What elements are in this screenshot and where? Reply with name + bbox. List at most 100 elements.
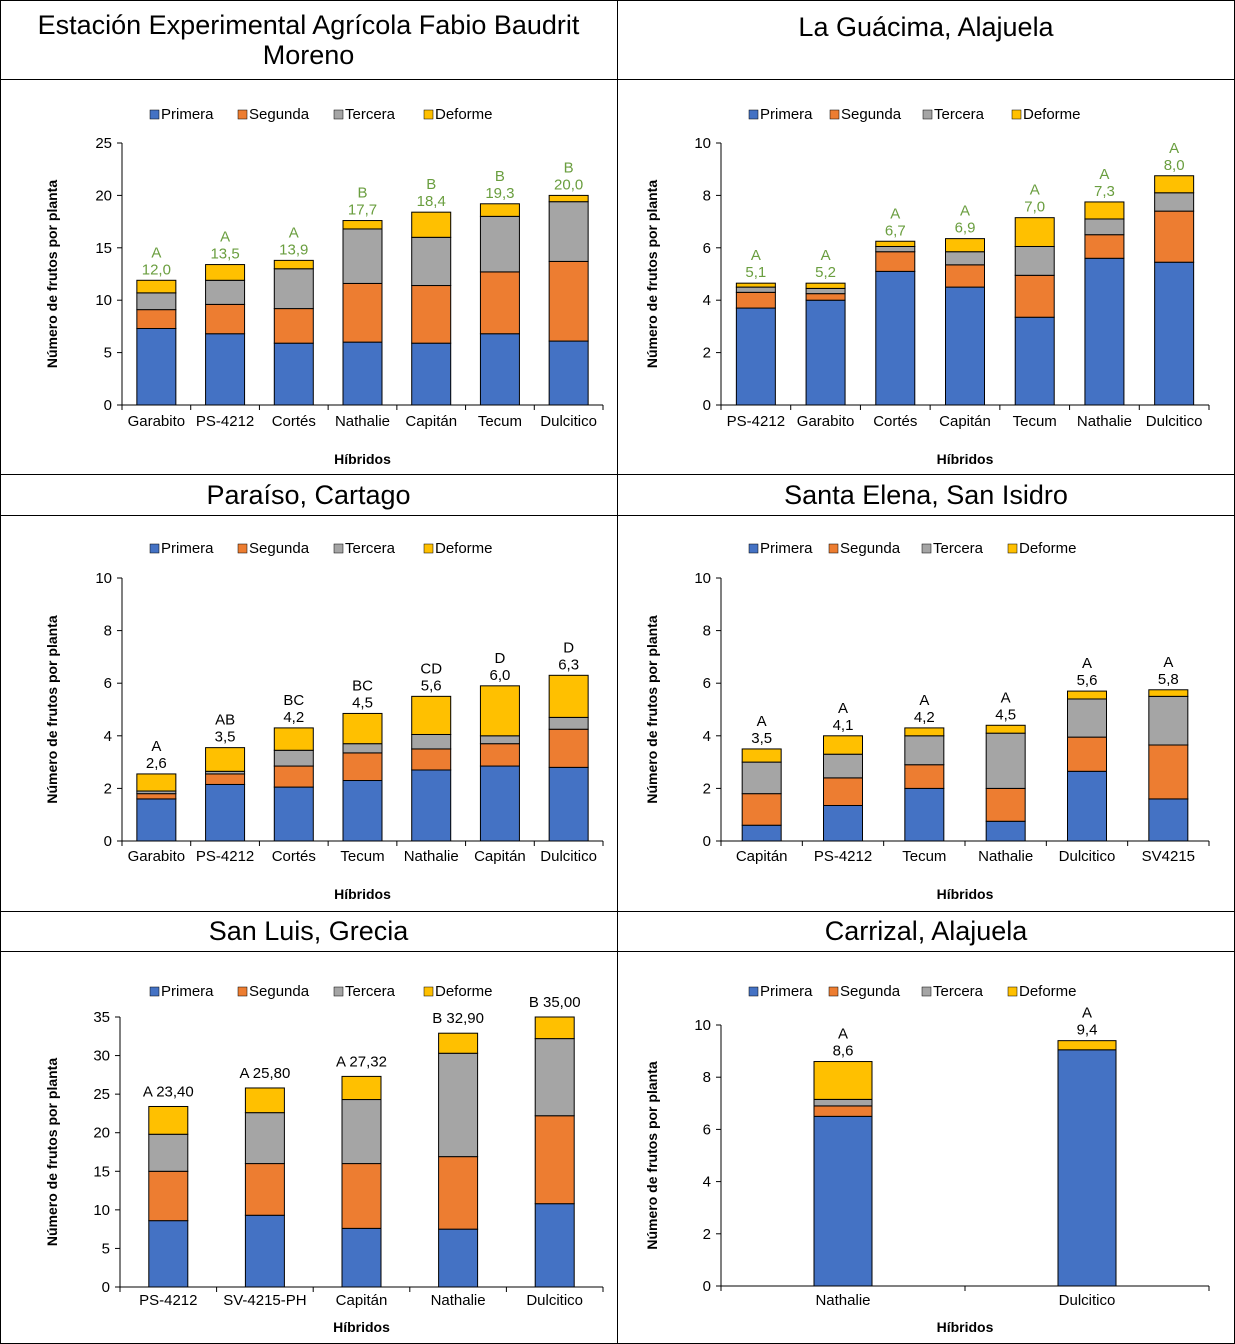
legend-swatch-segunda [237,986,248,997]
panel-title: Paraíso, Cartago [206,479,411,510]
bar-segment-segunda [1154,210,1195,263]
legend-swatch-primera [748,109,759,120]
y-tick-label: 2 [104,780,112,797]
y-axis-label: Número de frutos por planta [44,180,60,368]
bar-segment-primera [548,340,589,406]
bar-segment-tercera [342,228,383,284]
bar-segment-primera [273,786,314,842]
legend-label-segunda: Segunda [840,983,901,1000]
data-label: BC [283,692,304,709]
data-label: A [838,700,848,717]
bar-segment-segunda [823,777,863,806]
bar-segment-tercera [985,732,1026,789]
legend-item-primera: Primera [748,540,813,557]
bar-segment-deforme [985,724,1026,734]
bar-segment-deforme [1084,201,1125,220]
bar-segment-primera [479,333,520,406]
legend-item-tercera: Tercera [922,106,985,123]
bar-segment-tercera [273,749,314,767]
x-tick-label: Tecum [902,848,946,865]
data-label: A [821,247,831,264]
bar-segment-primera [342,341,383,406]
legend-label-primera: Primera [760,540,813,557]
y-tick-label: 30 [93,1048,110,1065]
panel-title: San Luis, Grecia [208,916,409,946]
data-label: A [1082,655,1092,672]
x-tick-label: PS-4212 [814,848,872,865]
legend-swatch-deforme [423,986,434,997]
bar-segment-segunda [548,728,589,768]
bar-segment-segunda [244,1163,285,1216]
bar-segment-tercera [438,1052,479,1158]
legend-swatch-tercera [333,986,344,997]
x-tick-label: Nathalie [335,413,390,430]
bar-segment-segunda [875,251,916,272]
y-tick-label: 10 [694,1017,711,1034]
y-tick-label: 0 [102,1279,110,1296]
y-tick-label: 25 [93,1086,110,1103]
bar-segment-primera [548,766,589,842]
legend-swatch-primera [149,109,160,120]
y-tick-label: 6 [104,675,112,692]
legend-swatch-deforme [1007,543,1018,554]
x-tick-label: Nathalie [978,848,1033,865]
bar-segment-primera [904,787,945,842]
data-label: 8,6 [833,1043,854,1060]
bar-segment-primera [411,342,452,406]
bar-segment-primera [875,270,916,406]
legend-item-deforme: Deforme [423,106,493,123]
bar-segment-segunda [479,743,520,767]
bar-segment-primera [735,307,776,406]
bar-segment-primera [813,1115,873,1287]
bar-segment-segunda [205,303,246,335]
y-tick-label: 0 [703,833,711,850]
legend-swatch-segunda [829,109,840,120]
bar-segment-tercera [479,215,520,273]
legend-swatch-segunda [237,109,248,120]
legend-label-segunda: Segunda [249,540,310,557]
bar-segment-segunda [479,271,520,335]
legend-swatch-deforme [423,109,434,120]
legend-swatch-primera [149,986,160,997]
bar-segment-deforme [904,727,945,737]
legend-item-segunda: Segunda [237,106,310,123]
bar-segment-primera [148,1220,189,1288]
bar-segment-tercera [1084,218,1125,236]
bar-segment-primera [136,327,177,406]
y-axis-label: Número de frutos por planta [44,615,60,803]
bar-segment-deforme [945,238,985,253]
legend-item-segunda: Segunda [828,540,901,557]
x-tick-label: SV-4215-PH [223,1292,306,1309]
x-tick-label: PS-4212 [196,848,254,865]
x-tick-label: Garabito [128,848,186,865]
x-tick-label: Tecum [478,413,522,430]
data-label: 18,4 [417,193,446,210]
data-label: A [289,224,299,241]
bar-segment-tercera [244,1112,285,1165]
bar-segment-tercera [534,1038,575,1117]
legend-swatch-primera [149,543,160,554]
bar-segment-tercera [342,743,383,754]
chart-carrizal: Primera Segunda Tercera Deforme 0 2 4 6 8 10 Númer… [617,951,1235,1344]
x-tick-label: Capitán [405,413,457,430]
data-label: A [751,247,761,264]
y-tick-label: 15 [93,1163,110,1180]
bar-segment-segunda [904,764,945,789]
bar-segment-deforme [534,1016,575,1040]
x-tick-label: Cortés [272,413,316,430]
legend-item-primera: Primera [149,983,214,1000]
bar-segment-tercera [1148,695,1189,746]
bar-segment-primera [205,783,246,842]
legend-swatch-deforme [423,543,434,554]
data-label: B [426,176,436,193]
legend-label-tercera: Tercera [934,106,985,123]
bar-segment-segunda [735,291,776,309]
chart-fabio-baudrit: Primera Segunda Tercera Deforme 0 5 10 15 20 25 Nú… [0,79,617,474]
data-label: D [563,639,574,656]
panel-paraiso: Paraíso, Cartago Primera Segunda Tercera De… [0,474,617,911]
legend-item-deforme: Deforme [423,540,493,557]
bar-segment-deforme [342,712,383,745]
bar-segment-primera [823,804,863,842]
bar-segment-segunda [548,260,589,342]
legend-label-primera: Primera [760,106,813,123]
